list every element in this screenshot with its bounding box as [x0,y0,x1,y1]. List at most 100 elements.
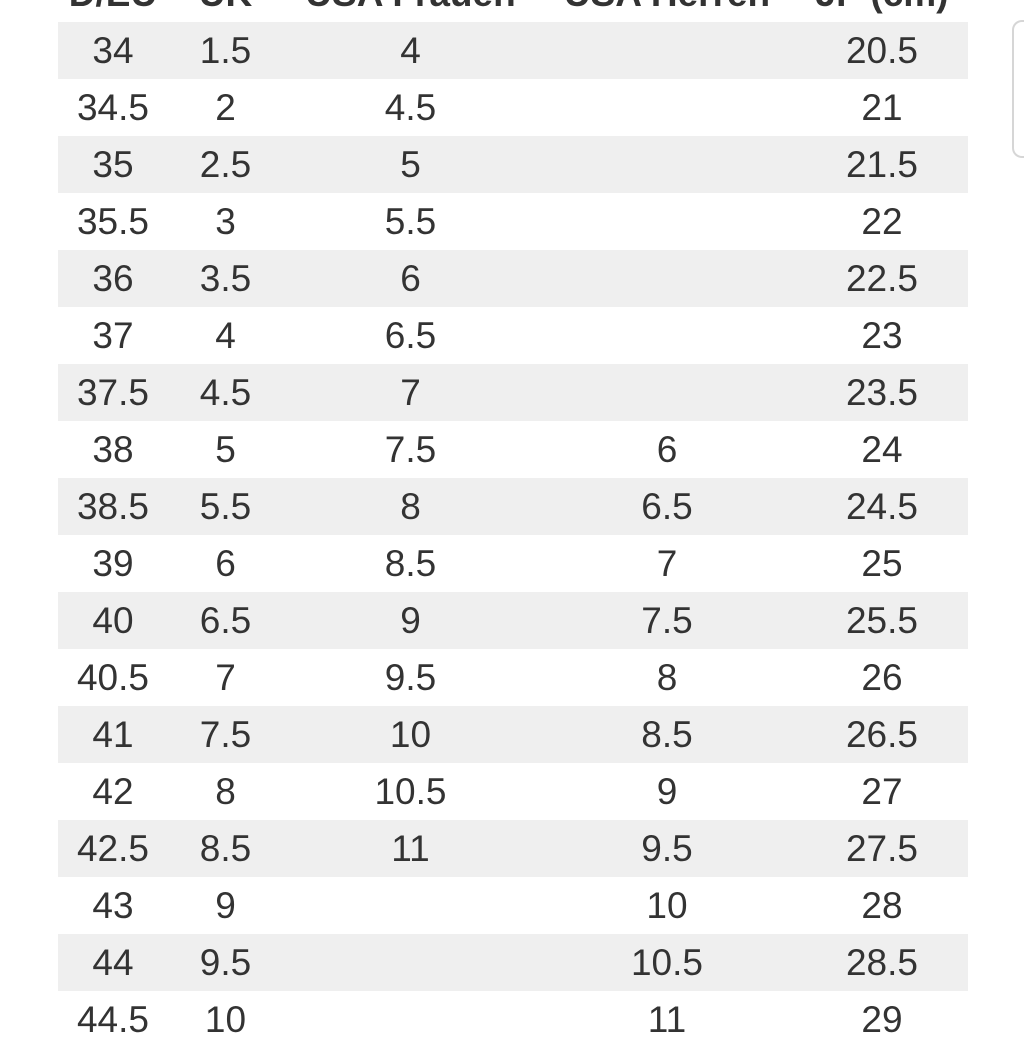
table-cell-eu: 40.5 [76,657,149,698]
table-cell-usa-men: 9.5 [641,828,693,869]
table-row: 44 9.5 10.5 28.5 [58,934,968,991]
table-row: 44.5 10 11 29 [58,991,968,1048]
table-cell-jp: 27.5 [845,828,918,869]
table-cell-usa-men: 8 [656,657,678,698]
table-cell-jp: 21.5 [845,144,918,185]
table-cell-uk: 8.5 [199,828,252,869]
table-cell-uk: 7.5 [199,714,252,755]
scrollbar-handle[interactable] [1012,20,1024,158]
table-cell-uk: 6 [215,543,236,584]
table-cell-jp: 24.5 [845,486,918,527]
table-cell-jp: 28.5 [845,942,918,983]
table-cell-jp: 25 [861,543,903,584]
table-cell-eu: 37 [92,315,134,356]
header-cell-eu: D/EU [58,0,168,12]
table-cell-usa-women: 9.5 [384,657,437,698]
table-cell-uk: 6.5 [199,600,252,641]
table-cell-eu: 38 [92,429,134,470]
table-cell-jp: 26.5 [845,714,918,755]
header-cell-uk: UK [168,0,283,12]
header-cell-usa-women: USA Frauen [283,0,538,12]
table-row: 34 1.5 4 20.5 [58,22,968,79]
size-conversion-table: D/EU UK USA Frauen USA Herren JP (cm) 34… [58,0,968,1048]
table-cell-usa-men: 9 [656,771,678,812]
table-cell-uk: 5.5 [199,486,252,527]
table-cell-eu: 42.5 [76,828,149,869]
table-cell-uk: 4.5 [199,372,252,413]
table-cell-uk: 3.5 [199,258,252,299]
table-cell-usa-men: 6 [656,429,678,470]
header-cell-usa-men: USA Herren [538,0,796,12]
table-cell-jp: 22 [861,201,903,242]
table-row: 43 9 10 28 [58,877,968,934]
table-row: 39 6 8.5 7 25 [58,535,968,592]
table-cell-usa-men: 6.5 [641,486,693,527]
table-cell-usa-women: 7.5 [384,429,437,470]
table-cell-uk: 7 [215,657,236,698]
table-row: 34.5 2 4.5 21 [58,79,968,136]
table-cell-usa-women: 5.5 [384,201,437,242]
table-row: 38 5 7.5 6 24 [58,421,968,478]
table-row: 41 7.5 10 8.5 26.5 [58,706,968,763]
table-cell-jp: 23.5 [845,372,918,413]
table-row: 36 3.5 6 22.5 [58,250,968,307]
table-row: 37 4 6.5 23 [58,307,968,364]
table-cell-uk: 9 [215,885,236,926]
table-cell-usa-women: 8.5 [384,543,437,584]
table-cell-jp: 24 [861,429,903,470]
table-cell-usa-men: 11 [647,999,687,1040]
table-row: 42.5 8.5 11 9.5 27.5 [58,820,968,877]
table-cell-eu: 38.5 [76,486,149,527]
table-cell-uk: 4 [215,315,236,356]
table-cell-uk: 8 [215,771,236,812]
table-cell-eu: 39 [92,543,134,584]
table-cell-eu: 34 [92,30,134,71]
table-cell-usa-men: 10.5 [630,942,703,983]
table-row: 37.5 4.5 7 23.5 [58,364,968,421]
table-cell-usa-men: 10 [646,885,688,926]
table-cell-eu: 37.5 [76,372,149,413]
table-cell-jp: 27 [861,771,903,812]
table-cell-usa-women: 8 [400,486,421,527]
table-cell-eu: 40 [92,600,134,641]
table-cell-usa-women: 4 [400,30,421,71]
table-cell-usa-men: 7 [656,543,678,584]
table-cell-usa-women: 11 [391,828,430,869]
table-cell-usa-women: 4.5 [384,87,437,128]
table-cell-jp: 28 [861,885,903,926]
table-cell-eu: 34.5 [76,87,149,128]
table-cell-usa-women: 10 [389,714,432,755]
table-cell-uk: 9.5 [199,942,252,983]
table-cell-eu: 42 [92,771,134,812]
header-cell-jp: JP (cm) [796,0,968,12]
table-cell-eu: 35.5 [76,201,149,242]
table-cell-uk: 3 [215,201,236,242]
table-row: 35 2.5 5 21.5 [58,136,968,193]
table-cell-usa-women: 6.5 [384,315,437,356]
table-row: 40.5 7 9.5 8 26 [58,649,968,706]
table-cell-jp: 26 [861,657,903,698]
table-cell-usa-women: 7 [400,372,421,413]
table-cell-jp: 23 [861,315,903,356]
table-cell-jp: 29 [861,999,903,1040]
table-cell-uk: 2 [215,87,236,128]
table-cell-usa-men: 8.5 [641,714,693,755]
table-cell-jp: 25.5 [845,600,918,641]
table-cell-usa-men: 7.5 [641,600,693,641]
table-cell-eu: 36 [92,258,134,299]
table-cell-eu: 41 [92,714,134,755]
table-cell-eu: 43 [92,885,134,926]
table-cell-eu: 44.5 [76,999,149,1040]
table-row: 40 6.5 9 7.5 25.5 [58,592,968,649]
table-cell-usa-women: 10.5 [374,771,447,812]
table-cell-jp: 21 [861,87,903,128]
table-row: 42 8 10.5 9 27 [58,763,968,820]
table-cell-usa-women: 6 [400,258,421,299]
table-body: 34 1.5 4 20.5 34.5 2 4.5 21 35 2.5 5 21.5 35.5 3 5.5 22… [58,22,968,1048]
table-cell-eu: 44 [92,942,134,983]
table-header-row: D/EU UK USA Frauen USA Herren JP (cm) [58,0,968,22]
table-cell-uk: 10 [204,999,247,1040]
table-cell-uk: 2.5 [199,144,252,185]
table-cell-uk: 1.5 [199,30,252,71]
table-cell-jp: 22.5 [845,258,918,299]
